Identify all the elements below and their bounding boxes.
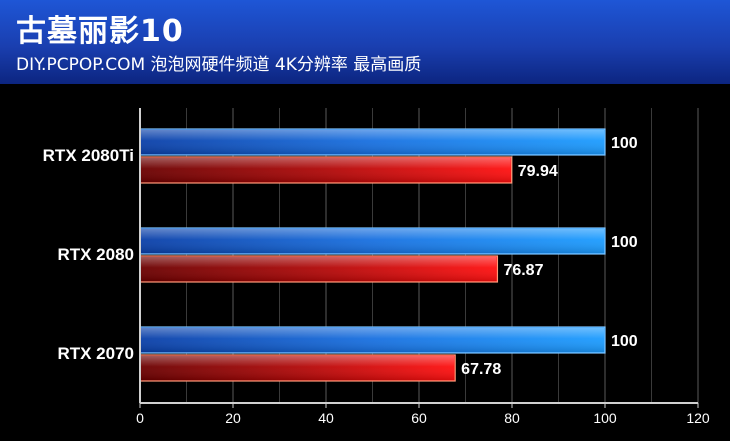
bar-highlight — [141, 158, 511, 182]
x-tick-label: 80 — [504, 410, 520, 426]
value-label: 76.87 — [503, 262, 543, 279]
category-label: RTX 2080Ti — [43, 146, 134, 165]
bar-highlight — [141, 229, 604, 253]
bar-highlight — [141, 257, 497, 281]
labels: 0 20 40 60 80 100 120 RTX 2080Ti 100 79.94 RTX 208… — [43, 135, 710, 426]
x-tick-label: 60 — [411, 410, 427, 426]
bar-highlight — [141, 328, 604, 352]
header-banner: 古墓丽影10 DIY.PCPOP.COM 泡泡网硬件频道 4K分辨率 最高画质 — [0, 0, 730, 84]
chart-title: 古墓丽影10 — [16, 14, 184, 49]
category-label: RTX 2070 — [57, 344, 134, 363]
bars — [139, 128, 606, 382]
value-label: 67.78 — [461, 361, 501, 378]
x-tick-label: 100 — [593, 410, 617, 426]
value-label: 100 — [611, 333, 638, 350]
x-tick-label: 20 — [225, 410, 241, 426]
x-tick-label: 40 — [318, 410, 334, 426]
x-tick-label: 120 — [686, 410, 710, 426]
x-tick-label: 0 — [136, 410, 144, 426]
value-label: 79.94 — [518, 163, 558, 180]
category-label: RTX 2080 — [57, 245, 134, 264]
chart-subtitle: DIY.PCPOP.COM 泡泡网硬件频道 4K分辨率 最高画质 — [16, 55, 422, 75]
value-label: 100 — [611, 234, 638, 251]
value-label: 100 — [611, 135, 638, 152]
axes — [139, 108, 699, 408]
bar-highlight — [141, 130, 604, 154]
bar-highlight — [141, 356, 455, 380]
